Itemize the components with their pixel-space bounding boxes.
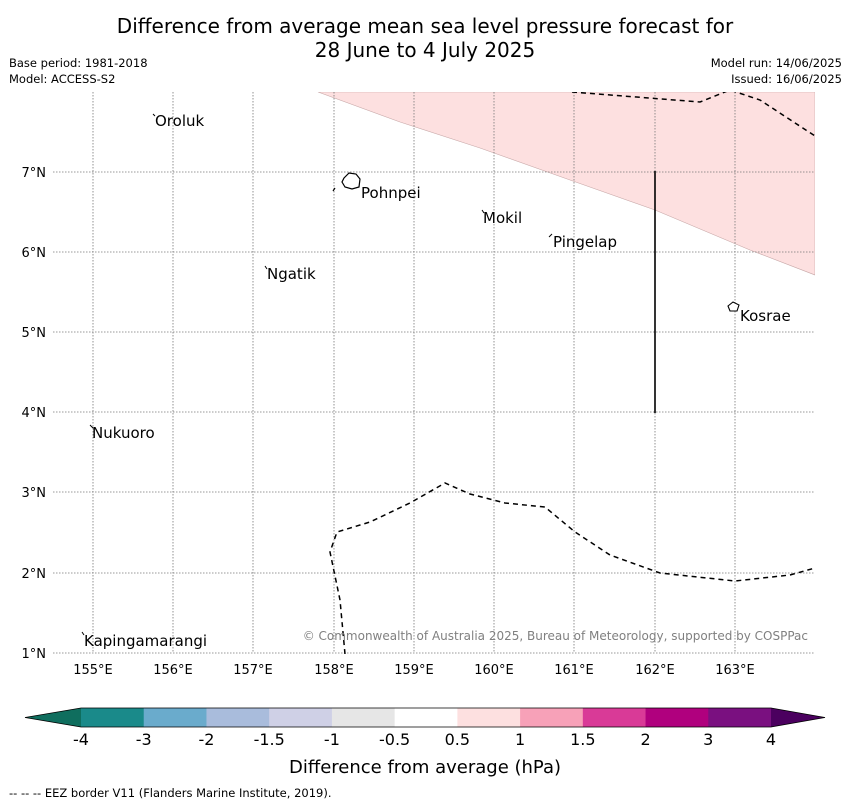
lon-label: 162°E: [635, 663, 675, 678]
colorbar-swatch: [457, 708, 521, 727]
colorbar-swatch: [206, 708, 270, 727]
lat-label: 7°N: [22, 166, 47, 181]
colorbar-tick-labels: -4 -3 -2 -1.5 -1 -0.5 0.5 1 1.5 2 3 4: [73, 730, 776, 749]
colorbar: [24, 707, 826, 728]
colorbar-swatch: [81, 708, 145, 727]
colorbar-tick-label: 4: [766, 730, 776, 749]
place-label-kapingamarangi: Kapingamarangi: [84, 632, 207, 650]
colorbar-tick-label: -3: [136, 730, 152, 749]
colorbar-tick-label: 1.5: [570, 730, 595, 749]
colorbar-tick-label: -2: [198, 730, 214, 749]
model-run-text: Model run: 14/06/2025: [710, 56, 842, 70]
map-title-line2: 28 June to 4 July 2025: [314, 38, 536, 62]
colorbar-swatch: [394, 708, 458, 727]
colorbar-swatch: [582, 708, 647, 727]
eez-borders: [329, 92, 815, 654]
atoll-markers: [81, 113, 553, 636]
colorbar-tick-label: -1: [324, 730, 340, 749]
lat-label: 5°N: [22, 326, 47, 341]
lon-label: 163°E: [715, 663, 755, 678]
model-text: Model: ACCESS-S2: [9, 72, 116, 86]
kosrae-island-shape: [727, 301, 740, 312]
place-label-oroluk: Oroluk: [155, 112, 204, 130]
lon-label: 158°E: [314, 663, 354, 678]
colorbar-over-triangle: [771, 708, 825, 727]
lat-gridlines: [53, 171, 815, 654]
lat-label: 4°N: [22, 406, 47, 421]
map-title-line1: Difference from average mean sea level p…: [116, 14, 734, 38]
lat-label: 1°N: [22, 647, 47, 662]
colorbar-swatch: [143, 708, 207, 727]
lon-label: 159°E: [394, 663, 434, 678]
colorbar-tick-label: -1.5: [254, 730, 285, 749]
copyright-text: © Commonwealth of Australia 2025, Bureau…: [303, 629, 808, 643]
issued-text: Issued: 16/06/2025: [731, 72, 842, 86]
place-label-pingelap: Pingelap: [553, 233, 617, 251]
eez-border-south: [329, 482, 815, 654]
lon-label: 161°E: [554, 663, 594, 678]
colorbar-under-triangle: [25, 708, 81, 727]
colorbar-swatch: [708, 708, 772, 727]
lon-label: 156°E: [153, 663, 193, 678]
lat-tick-labels: 7°N 6°N 5°N 4°N 3°N 2°N 1°N: [22, 166, 47, 662]
base-period-text: Base period: 1981-2018: [9, 56, 148, 70]
place-label-pohnpei: Pohnpei: [361, 184, 421, 202]
place-label-nukuoro: Nukuoro: [92, 424, 155, 442]
lat-label: 2°N: [22, 567, 47, 582]
colorbar-swatch: [520, 708, 584, 727]
lon-label: 160°E: [474, 663, 514, 678]
colorbar-tick-label: -4: [73, 730, 89, 749]
lon-tick-labels: 155°E 156°E 157°E 158°E 159°E 160°E 161°…: [73, 663, 755, 678]
place-label-kosrae: Kosrae: [740, 307, 791, 325]
colorbar-tick-label: 2: [640, 730, 650, 749]
lat-label: 6°N: [22, 246, 47, 261]
colorbar-swatch: [331, 708, 396, 727]
colorbar-tick-label: 0.5: [445, 730, 470, 749]
colorbar-outline: [24, 707, 826, 728]
colorbar-swatch: [269, 708, 333, 727]
pohnpei-islet: [332, 187, 336, 192]
lon-label: 157°E: [233, 663, 273, 678]
colorbar-tick-label: 1: [515, 730, 525, 749]
place-label-ngatik: Ngatik: [267, 265, 316, 283]
place-label-mokil: Mokil: [483, 209, 522, 227]
lon-label: 155°E: [73, 663, 113, 678]
colorbar-swatch: [645, 708, 709, 727]
colorbar-label: Difference from average (hPa): [289, 757, 561, 778]
colorbar-tick-label: -0.5: [379, 730, 410, 749]
lat-label: 3°N: [22, 486, 47, 501]
colorbar-tick-label: 3: [703, 730, 713, 749]
eez-border-north: [571, 92, 815, 137]
footer-legend-text: -- -- -- EEZ border V11 (Flanders Marine…: [9, 786, 331, 800]
pohnpei-island-shape: [341, 172, 361, 190]
